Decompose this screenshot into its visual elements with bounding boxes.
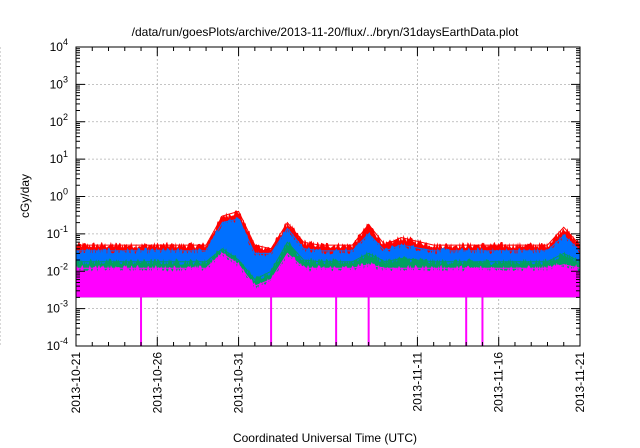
y-tick-exponent: 3	[63, 74, 68, 84]
y-tick-label: 10-3	[47, 299, 68, 316]
y-tick-exponent: 4	[63, 37, 68, 47]
y-tick-label: 103	[50, 74, 68, 91]
y-tick-exponent: 1	[63, 149, 68, 159]
y-tick-base: 10	[50, 152, 64, 166]
y-tick-exponent: 0	[63, 187, 68, 197]
x-tick-label: 2013-11-16	[492, 352, 506, 413]
y-tick-label: 10-1	[47, 224, 68, 241]
y-tick-base: 10	[47, 264, 61, 278]
y-tick-base: 10	[47, 302, 61, 316]
axis-ticks	[75, 46, 581, 347]
y-tick-base: 10	[50, 115, 64, 129]
x-tick-label: 2013-10-21	[69, 352, 83, 414]
y-tick-label: 104	[50, 37, 68, 54]
data-bands	[76, 210, 580, 298]
series-line	[76, 241, 581, 281]
y-tick-exponent: 2	[63, 112, 68, 122]
data-dropouts	[140, 297, 484, 346]
x-tick-label: 2013-11-11	[410, 352, 424, 412]
y-tick-label: 10-4	[47, 336, 68, 353]
y-tick-exponent: -2	[60, 261, 68, 271]
y-tick-exponent: -3	[60, 299, 68, 309]
series-line	[76, 252, 581, 287]
grid	[0, 47, 580, 346]
y-tick-base: 10	[47, 339, 61, 353]
x-tick-label: 2013-10-26	[150, 352, 164, 414]
y-axis-label: cGy/day	[18, 174, 32, 218]
y-tick-base: 10	[50, 190, 64, 204]
x-tick-labels: 2013-10-212013-10-262013-10-312013-11-12…	[0, 0, 587, 413]
x-tick-label: 2013-11-21	[573, 352, 587, 413]
series-line	[76, 218, 581, 254]
y-tick-base: 10	[50, 77, 64, 91]
series-line	[76, 210, 581, 250]
y-tick-exponent: -4	[60, 336, 68, 346]
y-tick-label: 101	[50, 149, 68, 166]
chart-title: /data/run/goesPlots/archive/2013-11-20/f…	[132, 25, 519, 39]
x-axis-label: Coordinated Universal Time (UTC)	[233, 431, 417, 445]
y-tick-label: 100	[50, 187, 68, 204]
y-tick-exponent: -1	[60, 224, 68, 234]
series-band	[76, 251, 580, 298]
series-lines	[76, 210, 581, 287]
y-tick-label: 10-2	[47, 261, 68, 278]
y-tick-base: 10	[50, 40, 64, 54]
y-tick-label: 102	[50, 112, 68, 129]
y-tick-base: 10	[47, 227, 61, 241]
x-tick-label: 2013-10-31	[232, 352, 246, 414]
